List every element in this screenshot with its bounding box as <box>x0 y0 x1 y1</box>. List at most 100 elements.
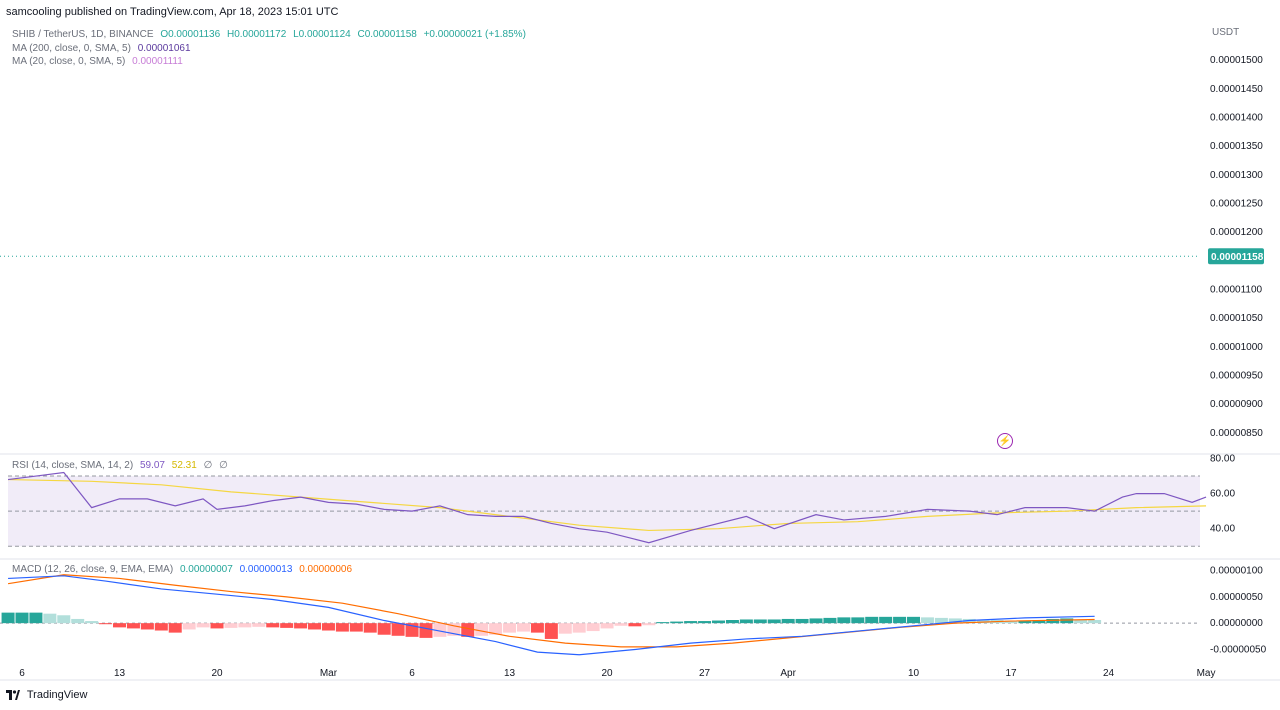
macd-histogram-bar <box>879 616 893 624</box>
ohlc-high: H0.00001172 <box>226 29 287 40</box>
macd-histogram-bar <box>530 623 544 633</box>
macd-histogram-bar <box>920 617 934 624</box>
price-tick-label: 0.00001300 <box>1210 170 1263 181</box>
macd-histogram-bar <box>893 616 907 624</box>
price-tick-label: 0.00000850 <box>1210 428 1263 439</box>
macd-histogram-bar <box>614 623 628 626</box>
time-tick-label: 24 <box>1103 668 1115 679</box>
price-tick-label: 0.00000950 <box>1210 370 1263 381</box>
macd-histogram-bar <box>948 618 962 624</box>
time-tick-label: 13 <box>114 668 126 679</box>
rsi-tick-label: 40.00 <box>1210 524 1235 535</box>
time-tick-label: 13 <box>504 668 516 679</box>
rsi-ma-value: 52.31 <box>171 460 197 471</box>
macd-histogram-bar <box>586 623 600 632</box>
time-tick-label: May <box>1197 668 1216 679</box>
macd-histogram-bar <box>266 623 280 628</box>
macd-histogram-bar <box>224 623 238 628</box>
publisher-header: samcooling published on TradingView.com,… <box>6 6 339 18</box>
macd-histogram-bar <box>1046 618 1060 624</box>
ma20-legend[interactable]: MA (20, close, 0, SMA, 5) 0.00001111 <box>12 56 187 67</box>
rsi-extra-2: ∅ <box>219 460 228 471</box>
macd-histogram-bar <box>1018 620 1032 624</box>
macd-histogram-bar <box>349 623 363 632</box>
macd-histogram-bar <box>168 623 182 633</box>
last-price-badge <box>1208 248 1264 265</box>
price-tick-label: 0.00001250 <box>1210 198 1263 209</box>
price-tick-label: 0.00001450 <box>1210 84 1263 95</box>
ma200-label: MA (200, close, 0, SMA, 5) <box>12 43 131 54</box>
macd-histogram-bar <box>489 623 503 635</box>
price-change: +0.00000021 (+1.85%) <box>423 29 526 40</box>
rsi-extra-1: ∅ <box>203 460 213 471</box>
macd-histogram-bar <box>628 623 642 627</box>
macd-histogram-bar <box>154 623 168 631</box>
macd-histogram-bar <box>670 621 684 624</box>
macd-histogram-bar <box>1 612 15 624</box>
ohlc-close: C0.00001158 <box>357 29 417 40</box>
time-tick-label: Mar <box>320 668 338 679</box>
macd-histogram-bar <box>475 623 489 636</box>
rsi-ma-line <box>8 478 1207 532</box>
macd-histogram-bar <box>516 623 530 632</box>
ma200-value: 0.00001061 <box>137 43 191 54</box>
macd-histogram-bar <box>809 618 823 624</box>
price-axis-unit: USDT <box>1212 27 1239 38</box>
tradingview-footer[interactable]: TradingView <box>6 689 87 701</box>
macd-histogram-bar <box>753 619 767 624</box>
macd-histogram-bar <box>71 618 85 624</box>
macd-histogram-bar <box>976 619 990 624</box>
time-tick-label: 20 <box>601 668 613 679</box>
time-tick-label: 20 <box>211 668 223 679</box>
macd-histogram-bar <box>823 617 837 624</box>
price-tick-label: 0.00001000 <box>1210 342 1263 353</box>
macd-histogram-bar <box>767 619 781 624</box>
macd-histogram-bar <box>544 623 558 639</box>
macd-histogram-bar <box>308 623 322 630</box>
macd-histogram-bar <box>781 618 795 624</box>
ohlc-open: O0.00001136 <box>160 29 221 40</box>
price-tick-label: 0.00001500 <box>1210 55 1263 66</box>
ma200-legend[interactable]: MA (200, close, 0, SMA, 5) 0.00001061 <box>12 43 195 54</box>
macd-histogram-bar <box>934 617 948 624</box>
macd-histogram-bar <box>907 616 921 624</box>
macd-histogram-bar <box>363 623 377 633</box>
macd-histogram-bar <box>43 613 57 624</box>
rsi-label: RSI (14, close, SMA, 14, 2) <box>12 460 134 471</box>
macd-histogram-bar <box>461 623 475 637</box>
lightning-icon[interactable]: ⚡ <box>997 433 1013 449</box>
macd-legend[interactable]: MACD (12, 26, close, 9, EMA, EMA) 0.0000… <box>12 564 356 575</box>
macd-histogram-bar <box>29 612 43 624</box>
macd-histogram-bar <box>294 623 308 629</box>
macd-histogram-bar <box>321 623 335 631</box>
last-price-label: 0.00001158 <box>1211 252 1264 263</box>
macd-histogram-bar <box>85 621 99 624</box>
macd-histogram-bar <box>182 623 196 630</box>
symbol-name[interactable]: SHIB / TetherUS, 1D, BINANCE <box>12 29 154 40</box>
macd-tick-label: 0.00000100 <box>1210 566 1263 577</box>
macd-histogram-bar <box>1004 620 1018 624</box>
price-tick-label: 0.00001200 <box>1210 227 1263 238</box>
time-tick-label: 6 <box>409 668 415 679</box>
macd-histogram-bar <box>126 623 140 629</box>
macd-histogram-bar <box>712 620 725 624</box>
macd-histogram-bar <box>377 623 391 635</box>
price-tick-label: 0.00001100 <box>1210 284 1263 295</box>
macd-hist-value: 0.00000007 <box>179 564 233 575</box>
macd-histogram-bar <box>795 618 809 624</box>
macd-histogram-bar <box>642 623 656 626</box>
time-tick-label: 27 <box>699 668 711 679</box>
macd-histogram-bar <box>739 619 753 624</box>
rsi-value: 59.07 <box>139 460 165 471</box>
ma20-label: MA (20, close, 0, SMA, 5) <box>12 56 126 67</box>
price-tick-label: 0.00001400 <box>1210 112 1263 123</box>
macd-histogram-bar <box>698 621 712 624</box>
macd-value: 0.00000013 <box>239 564 293 575</box>
rsi-legend[interactable]: RSI (14, close, SMA, 14, 2) 59.07 52.31 … <box>12 460 232 471</box>
ohlc-low: L0.00001124 <box>293 29 351 40</box>
macd-histogram-bar <box>280 623 294 628</box>
macd-histogram-bar <box>57 615 71 624</box>
macd-histogram-bar <box>837 617 851 624</box>
macd-histogram-bar <box>433 623 447 637</box>
